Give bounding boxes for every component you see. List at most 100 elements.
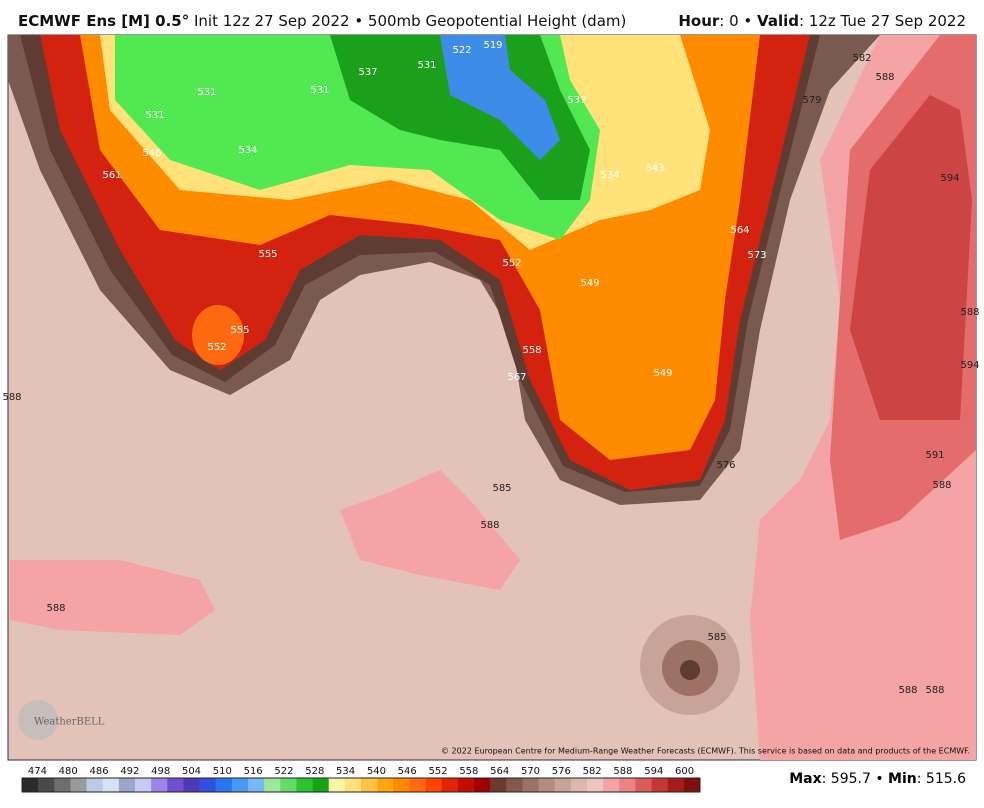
hour-value: : 0 • <box>719 12 753 30</box>
colorbar-label: 540 <box>367 766 386 777</box>
colorbar-label: 522 <box>274 766 293 777</box>
high-core <box>850 95 972 420</box>
colorbar-swatch <box>344 778 362 792</box>
contour-label: 555 <box>258 249 277 260</box>
colorbar-label: 480 <box>59 766 78 777</box>
colorbar-swatch <box>441 778 459 792</box>
contour-label: 585 <box>707 632 726 643</box>
colorbar-swatch <box>651 778 669 792</box>
colorbar-swatch <box>683 778 701 792</box>
contour-label: 534 <box>600 170 619 181</box>
colorbar-swatch <box>377 778 394 792</box>
storm <box>680 660 700 680</box>
colorbar-label: 582 <box>583 766 602 777</box>
colorbar-swatch <box>522 778 539 792</box>
colorbar-swatch <box>135 778 152 792</box>
colorbar-label: 504 <box>182 766 201 777</box>
max-label: Max <box>789 771 822 787</box>
contour-label: 519 <box>483 40 502 51</box>
colorbar-label: 528 <box>305 766 324 777</box>
logo: WeatherBELL <box>34 717 105 728</box>
contour-label: 522 <box>452 45 471 56</box>
contour-label: 537 <box>567 95 586 106</box>
contour-label: 531 <box>417 60 436 71</box>
contour-label: 537 <box>358 67 377 78</box>
colorbar-swatch <box>199 778 217 792</box>
min-label: Min <box>888 771 917 787</box>
colorbar-swatch <box>554 778 572 792</box>
contour-label: 552 <box>502 258 521 269</box>
header-left: ECMWF Ens [M] 0.5° Init 12z 27 Sep 2022 … <box>18 12 626 30</box>
contour-label: 588 <box>2 392 21 403</box>
contour-label: 588 <box>898 685 917 696</box>
contour-label: 552 <box>207 342 226 353</box>
colorbar-swatch <box>328 778 346 792</box>
colorbar-swatch <box>102 778 120 792</box>
colorbar-swatch <box>603 778 620 792</box>
colorbar-swatch <box>70 778 87 792</box>
contour-label: 588 <box>960 307 979 318</box>
colorbar-label: 474 <box>28 766 47 777</box>
colorbar-swatch <box>167 778 184 792</box>
colorbar-label: 546 <box>398 766 417 777</box>
contour-label: 588 <box>925 685 944 696</box>
contour-label: 558 <box>522 345 541 356</box>
max-value: : 595.7 • <box>821 771 884 787</box>
colorbar-frame <box>21 777 701 793</box>
colorbar-label: 564 <box>490 766 509 777</box>
contour-label: 534 <box>238 145 257 156</box>
contour-label: 594 <box>940 173 959 184</box>
colorbar-swatch <box>264 778 281 792</box>
valid-label: Valid <box>757 12 799 30</box>
colorbar-swatch <box>86 778 104 792</box>
trough-core <box>440 35 560 160</box>
colorbar-label: 492 <box>120 766 139 777</box>
max-min: Max: 595.7 • Min: 515.6 <box>789 771 966 787</box>
colorbar-swatch <box>248 778 265 792</box>
colorbar-swatch <box>619 778 636 792</box>
contour-label: 555 <box>230 325 249 336</box>
contour-label: 573 <box>747 250 766 261</box>
colorbar-label: 486 <box>89 766 108 777</box>
contour-label: 594 <box>960 360 979 371</box>
colorbar-swatch <box>667 778 685 792</box>
colorbar-swatch <box>38 778 55 792</box>
model: ECMWF Ens [M] 0.5° <box>18 12 190 30</box>
colorbar-swatch <box>393 778 410 792</box>
colorbar-swatch <box>312 778 330 792</box>
colorbar-label: 600 <box>675 766 694 777</box>
colorbar-swatch <box>587 778 604 792</box>
colorbar-swatch <box>635 778 652 792</box>
colorbar-swatch <box>409 778 426 792</box>
colorbar-swatch <box>280 778 297 792</box>
contour-label: 531 <box>310 85 329 96</box>
contour-label: 585 <box>492 483 511 494</box>
contour-label: 549 <box>580 278 599 289</box>
colorbar-swatch <box>22 778 39 792</box>
contour-label: 546 <box>142 148 161 159</box>
colorbar-swatch <box>215 778 233 792</box>
colorbar-swatch <box>54 778 71 792</box>
low-center <box>192 305 244 365</box>
contour-label: 591 <box>925 450 944 461</box>
contour-label: 588 <box>46 603 65 614</box>
colorbar-label: 510 <box>213 766 232 777</box>
colorbar-label: 594 <box>644 766 663 777</box>
copyright: © 2022 European Centre for Medium-Range … <box>441 747 970 756</box>
colorbar-swatch <box>151 778 168 792</box>
contour-label: 531 <box>197 87 216 98</box>
colorbar-label: 534 <box>336 766 355 777</box>
colorbar-swatch <box>474 778 491 792</box>
contour-label: 582 <box>852 53 871 64</box>
colorbar-label: 576 <box>552 766 571 777</box>
colorbar-swatch <box>231 778 249 792</box>
trough-band <box>330 35 590 200</box>
contour-label: 561 <box>102 170 121 181</box>
colorbar-swatch <box>490 778 507 792</box>
contour-label: 531 <box>145 110 164 121</box>
contour-label: 579 <box>802 95 821 106</box>
contour-label: 588 <box>932 480 951 491</box>
high-area <box>10 560 215 635</box>
